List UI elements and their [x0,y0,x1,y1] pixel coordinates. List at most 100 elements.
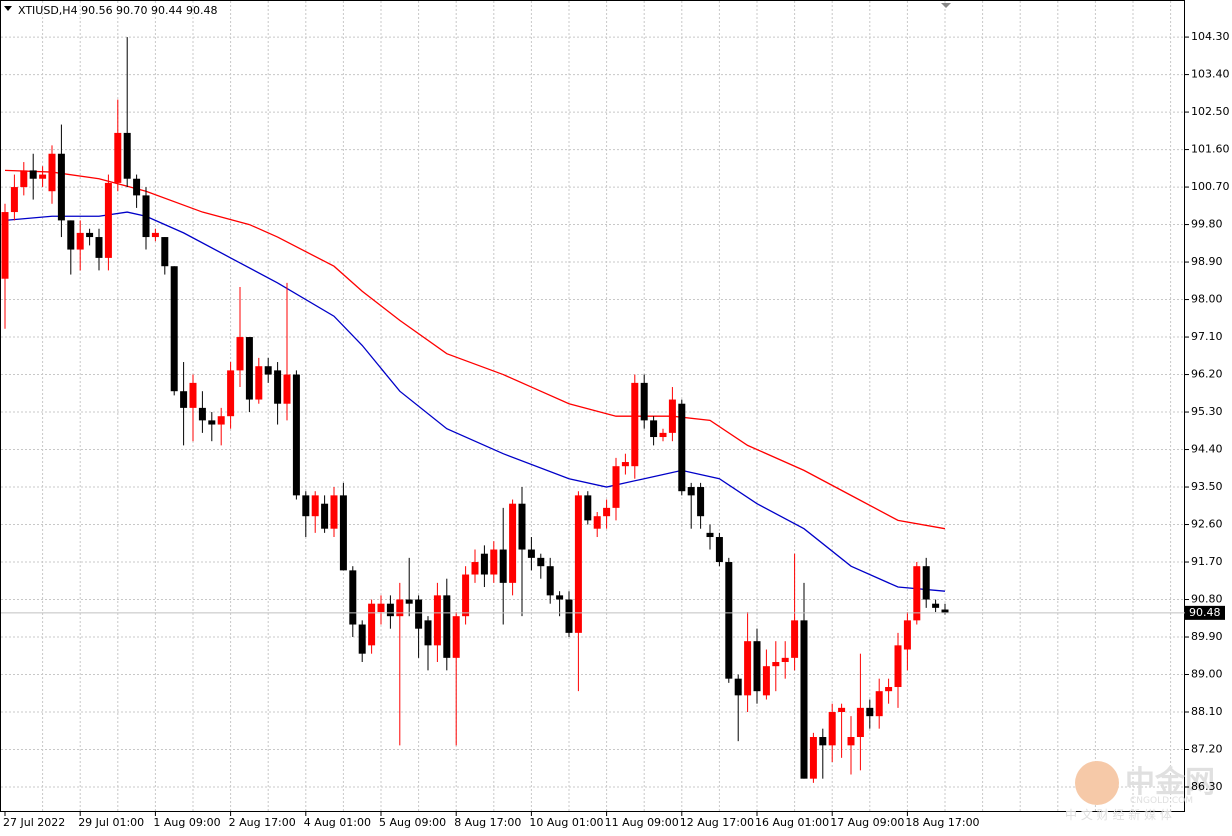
candle-body [311,495,319,517]
candle-body [932,603,940,608]
ma-line [4,169,946,530]
candle-body [471,562,479,575]
candle-body [800,620,808,779]
candle-body [621,462,629,467]
candle-body [245,337,253,400]
plot [1,37,1185,783]
y-tick-label: 91.70 [1191,555,1223,568]
candle-body [847,737,855,746]
y-tick-label: 86.30 [1191,780,1223,793]
candle-body [668,399,676,433]
y-tick-label: 95.30 [1191,405,1223,418]
x-tick-label: 1 Aug 09:00 [153,816,220,829]
candle-body [452,616,460,658]
x-tick-label: 2 Aug 17:00 [229,816,296,829]
y-tick-label: 99.80 [1191,218,1223,231]
candle-body [556,595,564,600]
candle-body [762,666,770,696]
candle-body [584,495,592,521]
candle-body [753,641,761,692]
candle-body [574,495,582,633]
y-tick-label: 92.60 [1191,518,1223,531]
candle-body [856,707,864,738]
candle-body [715,537,723,563]
candle-body [227,370,235,417]
candle-body [490,549,498,575]
candle-body [706,532,714,538]
candle-body [603,507,611,517]
candle-body [593,516,601,529]
y-tick-label: 103.40 [1191,68,1230,81]
candle-body [255,366,263,400]
candle-body [217,416,225,425]
candle-body [39,174,47,179]
y-tick-label: 98.90 [1191,255,1223,268]
candle-body [772,662,780,667]
x-tick-label: 10 Aug 01:00 [529,816,603,829]
candle-body [368,603,376,646]
candle-body [29,170,37,179]
candle-body [264,366,272,375]
candle-body [67,220,75,250]
candle-body [744,641,752,696]
y-tick-label: 89.00 [1191,668,1223,681]
y-tick-label: 98.00 [1191,293,1223,306]
candle-body [151,232,159,238]
candle-body [396,599,404,617]
candle-body [1,212,9,279]
x-tick-label: 8 Aug 17:00 [454,816,521,829]
y-tick-label: 88.10 [1191,705,1223,718]
candle-body [330,495,338,529]
candle-body [95,237,103,258]
y-tick-label: 104.30 [1191,30,1230,43]
candle-body [734,678,742,696]
candle-body [283,374,291,404]
candle-body [133,178,141,196]
candle-body [697,487,705,517]
x-tick-label: 5 Aug 09:00 [379,816,446,829]
candle-body [20,170,28,188]
watermark-tagline: 中 文 财 经 新 媒 体 [1065,807,1172,822]
candle-body [941,609,949,613]
candle-body [10,187,18,213]
candle-body [725,562,733,679]
candle-body [866,707,874,717]
candle-body [838,707,846,713]
x-tick-label: 18 Aug 17:00 [905,816,979,829]
candle-body [114,132,122,183]
last-price-box [1185,605,1225,620]
y-tick-label: 97.10 [1191,330,1223,343]
x-tick-label: 11 Aug 09:00 [605,816,679,829]
candle-body [123,132,131,179]
candle-body [885,687,893,692]
candle-body [546,566,554,596]
menu-arrow [4,6,12,11]
shift-marker [941,3,951,8]
candle-body [791,620,799,658]
chart-title: XTIUSD,H4 90.56 90.70 90.44 90.48 [18,4,218,17]
candle-body [386,603,394,617]
y-tick-label: 102.50 [1191,105,1230,118]
candle-body [903,620,911,650]
candle-body [894,645,902,688]
candle-body [875,691,883,717]
candle-body [819,737,827,746]
candle-body [76,232,84,250]
candle-body [170,266,178,392]
candle-body [57,153,65,221]
ma-line [4,211,946,592]
y-tick-label: 100.70 [1191,180,1230,193]
candle-body [302,495,310,517]
candle-body [809,737,817,779]
candle-body [208,420,216,425]
candle-body [913,566,921,621]
candle-body [565,599,573,633]
candle-body [48,153,56,192]
watermark-name: 中金网 [1125,765,1215,800]
watermark-url: CNGOLD.COM [1130,796,1193,806]
candle-body [678,403,686,492]
candle-body [499,549,507,583]
candle-body [659,432,667,438]
candle-body [687,487,695,496]
